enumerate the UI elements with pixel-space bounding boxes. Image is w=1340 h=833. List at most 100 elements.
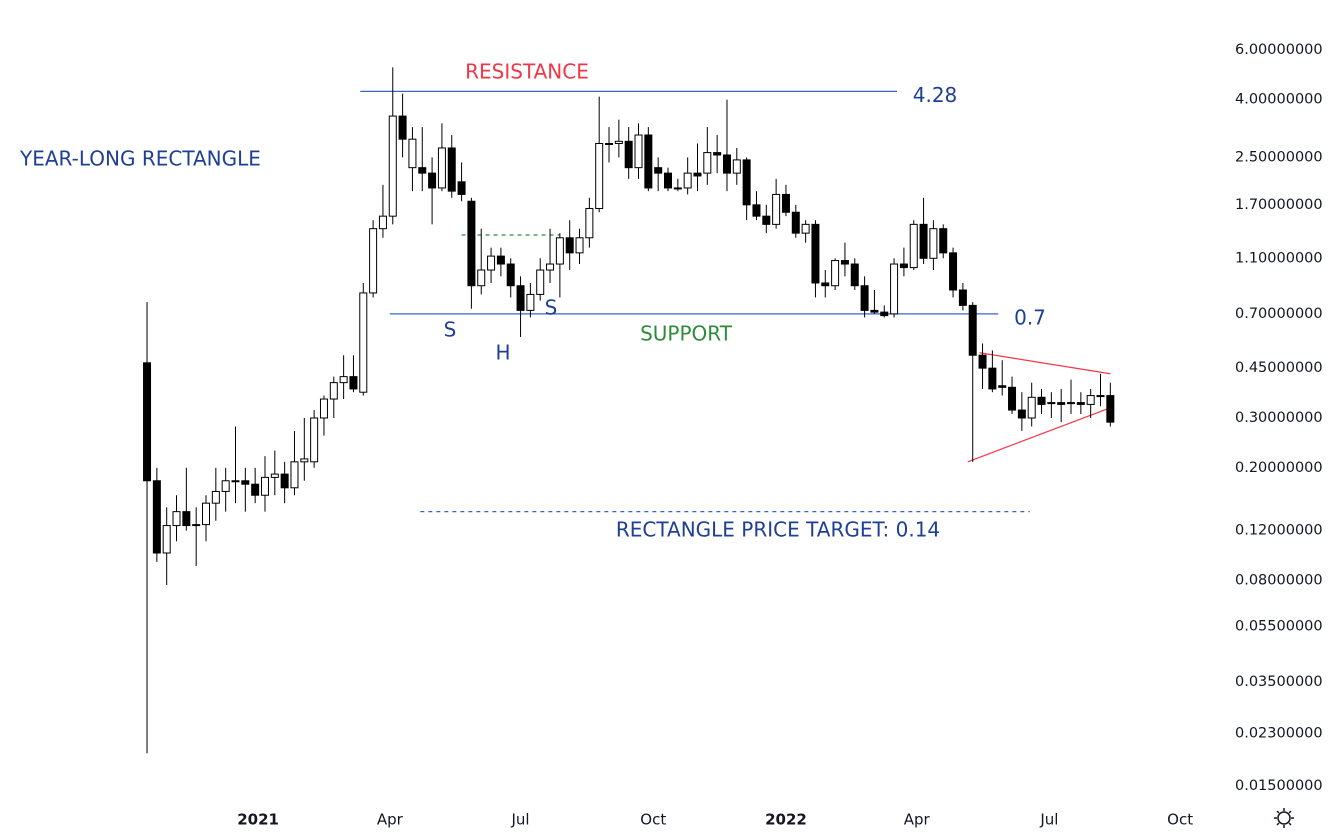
candle-body bbox=[683, 172, 692, 189]
settings-icon[interactable] bbox=[1274, 808, 1294, 828]
annotation: H bbox=[495, 341, 510, 365]
candle-body bbox=[654, 167, 663, 174]
candle-body bbox=[398, 115, 407, 140]
candle-body bbox=[988, 367, 997, 390]
candle-body bbox=[624, 140, 633, 169]
annotation: S bbox=[444, 318, 457, 342]
y-tick-label: 0.12000000 bbox=[1235, 523, 1323, 539]
candle-body bbox=[919, 223, 928, 259]
candle-body bbox=[369, 228, 378, 294]
candle-body bbox=[270, 473, 279, 478]
candle-body bbox=[319, 398, 328, 419]
candle-body bbox=[457, 181, 466, 195]
candle-body bbox=[378, 215, 387, 230]
x-tick-label: Jul bbox=[511, 811, 530, 829]
candle-body bbox=[664, 172, 672, 189]
candle-body bbox=[929, 228, 938, 259]
x-tick-label: 2022 bbox=[765, 811, 807, 829]
candle-body bbox=[998, 385, 1007, 388]
level-label: 0.7 bbox=[1014, 305, 1046, 329]
candle-body bbox=[152, 480, 161, 554]
y-tick-label: 6.00000000 bbox=[1235, 42, 1323, 58]
candle-body bbox=[781, 193, 790, 213]
candle-body bbox=[899, 263, 908, 269]
candle-body bbox=[762, 215, 771, 225]
candle-body bbox=[192, 524, 201, 527]
candle-body bbox=[221, 480, 230, 492]
candle-body bbox=[241, 480, 250, 485]
candle-body bbox=[939, 228, 948, 254]
candle-body bbox=[811, 223, 820, 284]
candle-body bbox=[791, 211, 800, 234]
x-tick-label: Apr bbox=[904, 811, 931, 829]
icon-circle bbox=[1277, 811, 1291, 825]
candle-body bbox=[182, 511, 191, 527]
candle-body bbox=[722, 154, 731, 174]
candle-body bbox=[487, 255, 496, 271]
candle-body bbox=[1086, 395, 1095, 405]
y-tick-label: 2.50000000 bbox=[1235, 149, 1323, 165]
candle-body bbox=[467, 200, 476, 287]
candle-body bbox=[644, 134, 653, 189]
candle-body bbox=[496, 255, 505, 265]
candle-body bbox=[860, 285, 869, 311]
candle-body bbox=[339, 376, 348, 384]
candle-body bbox=[388, 115, 397, 217]
candle-body bbox=[526, 293, 535, 311]
y-tick-label: 0.02300000 bbox=[1235, 726, 1323, 742]
trendline bbox=[967, 407, 1111, 463]
x-tick-label: Oct bbox=[1167, 811, 1193, 829]
candle-body bbox=[290, 461, 299, 489]
candle-body bbox=[614, 140, 623, 144]
candle-body bbox=[231, 480, 240, 483]
candle-body bbox=[909, 223, 918, 269]
candle-body bbox=[634, 134, 643, 169]
candle-body bbox=[831, 260, 840, 287]
candle-body bbox=[949, 252, 958, 291]
candle-body bbox=[870, 309, 879, 313]
candle-body bbox=[595, 142, 604, 209]
candle-body bbox=[477, 269, 486, 287]
candle-body bbox=[1057, 402, 1066, 405]
trendline bbox=[979, 352, 1111, 375]
candle-body bbox=[300, 458, 309, 463]
candle-body bbox=[202, 502, 211, 526]
y-tick-label: 4.00000000 bbox=[1235, 92, 1323, 108]
y-tick-label: 0.08000000 bbox=[1235, 572, 1323, 588]
candle-body bbox=[260, 476, 269, 496]
annotation: S bbox=[545, 296, 558, 320]
candle-body bbox=[349, 376, 358, 390]
candle-body bbox=[251, 483, 260, 496]
candle-body bbox=[516, 285, 525, 311]
candle-body bbox=[418, 167, 427, 174]
x-tick-label: Oct bbox=[640, 811, 666, 829]
candle-body bbox=[143, 362, 152, 482]
y-tick-label: 0.70000000 bbox=[1235, 306, 1323, 322]
candle-body bbox=[211, 490, 220, 504]
candle-body bbox=[555, 237, 564, 265]
candle-body bbox=[890, 263, 899, 315]
icon-rays bbox=[1274, 808, 1294, 828]
candle-body bbox=[428, 172, 437, 189]
y-tick-label: 1.10000000 bbox=[1235, 250, 1323, 266]
y-tick-label: 0.05500000 bbox=[1235, 618, 1323, 634]
candle-body bbox=[506, 263, 515, 287]
y-tick-label: 0.01500000 bbox=[1235, 778, 1323, 794]
x-tick-label: Jul bbox=[1039, 811, 1058, 829]
candle-body bbox=[1017, 409, 1026, 419]
candle-body bbox=[673, 187, 682, 190]
candle-body bbox=[1076, 402, 1085, 405]
candle-body bbox=[1027, 396, 1036, 419]
candle-body bbox=[565, 237, 574, 254]
candle-body bbox=[880, 311, 889, 317]
candle-body bbox=[162, 525, 171, 554]
candle-body bbox=[575, 237, 584, 254]
candle-body bbox=[408, 138, 417, 169]
candle-body bbox=[585, 207, 594, 239]
candle-body bbox=[1047, 402, 1056, 405]
candle-body bbox=[693, 172, 702, 177]
y-tick-label: 0.45000000 bbox=[1235, 360, 1323, 376]
candle-body bbox=[1106, 395, 1115, 423]
candle-body bbox=[329, 382, 338, 400]
candle-body bbox=[1008, 386, 1017, 411]
